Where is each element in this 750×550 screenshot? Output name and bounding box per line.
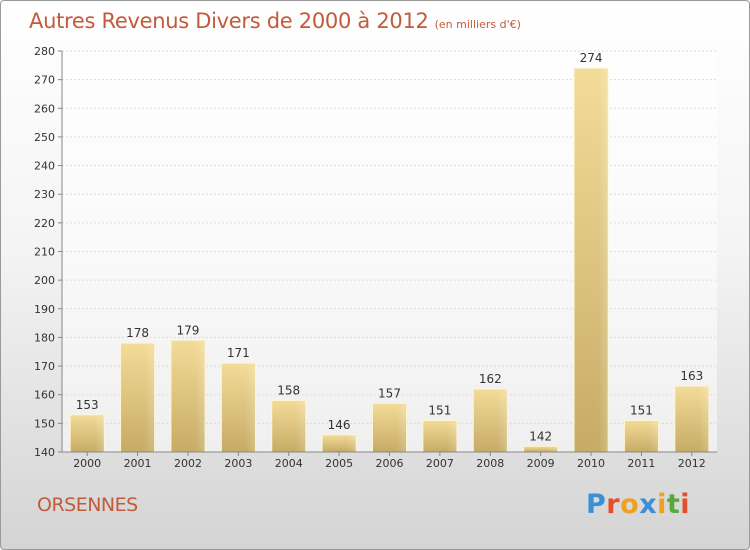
y-tick-label: 240 <box>34 160 55 173</box>
bar-highlight <box>94 415 104 452</box>
data-label: 162 <box>479 372 502 386</box>
y-tick-label: 140 <box>34 446 55 459</box>
x-axis-labels: 2000 2001 2002 2003 2004 2005 2006 2007 2008 2009… <box>73 452 706 470</box>
x-tick-label: 2005 <box>325 457 353 470</box>
x-tick-label: 2011 <box>627 457 655 470</box>
x-tick-label: 2004 <box>275 457 303 470</box>
x-tick-label: 2012 <box>678 457 706 470</box>
y-tick-label: 260 <box>34 102 55 115</box>
y-tick-label: 150 <box>34 417 55 430</box>
bar-highlight <box>446 421 456 452</box>
y-tick-label: 160 <box>34 389 55 402</box>
y-tick-label: 250 <box>34 131 55 144</box>
y-tick-label: 190 <box>34 303 55 316</box>
x-tick-label: 2003 <box>224 457 252 470</box>
y-tick-label: 220 <box>34 217 55 230</box>
title-text: Autres Revenus Divers de 2000 à 2012 <box>29 9 429 33</box>
bar-highlight <box>648 421 658 452</box>
data-label: 274 <box>580 51 603 65</box>
data-label: 178 <box>126 326 149 340</box>
logo-letter: r <box>606 489 621 520</box>
y-tick-label: 200 <box>34 274 55 287</box>
data-label: 171 <box>227 346 250 360</box>
bar-highlight <box>295 401 305 452</box>
y-tick-label: 280 <box>34 45 55 58</box>
bar-highlight <box>598 69 608 452</box>
x-tick-label: 2009 <box>527 457 555 470</box>
x-tick-label: 2001 <box>124 457 152 470</box>
x-tick-label: 2000 <box>73 457 101 470</box>
bar-highlight <box>346 435 356 452</box>
bar-highlight <box>144 344 154 452</box>
logo-letter: P <box>586 489 607 520</box>
bar-highlight <box>245 364 255 452</box>
proxiti-logo: Proxiti <box>586 489 690 520</box>
x-tick-label: 2006 <box>376 457 404 470</box>
logo-letter: i <box>657 489 667 520</box>
data-label: 163 <box>680 369 703 383</box>
bar-highlight <box>547 447 557 452</box>
bar-highlight <box>396 404 406 452</box>
x-tick-label: 2010 <box>577 457 605 470</box>
y-tick-label: 210 <box>34 246 55 259</box>
x-tick-label: 2008 <box>476 457 504 470</box>
data-label: 153 <box>76 398 99 412</box>
location-name: ORSENNES <box>37 494 138 516</box>
data-label: 158 <box>277 383 300 397</box>
y-tick-label: 230 <box>34 188 55 201</box>
data-label: 151 <box>630 403 653 417</box>
data-label: 146 <box>328 418 351 432</box>
data-label: 151 <box>428 403 451 417</box>
logo-letter: i <box>680 489 691 520</box>
x-tick-label: 2002 <box>174 457 202 470</box>
y-tick-label: 270 <box>34 74 55 87</box>
logo-letter: t <box>666 489 681 520</box>
bar-highlight <box>497 389 507 452</box>
data-label: 142 <box>529 429 552 443</box>
bars: 153 178 179 171 158 146 157 151 162 142 274 151 163 <box>69 51 710 453</box>
y-tick-label: 170 <box>34 360 55 373</box>
logo-letter: o <box>620 489 640 520</box>
data-label: 157 <box>378 386 401 400</box>
chart-subtitle: (en milliers d'€) <box>434 18 521 31</box>
logo-letter: x <box>639 489 658 520</box>
y-tick-label: 180 <box>34 331 55 344</box>
data-label: 179 <box>177 323 200 337</box>
y-axis-ticks: 140 150 160 170 180 190 200 210 220 230 240 250 260 2… <box>34 45 62 459</box>
bar-highlight <box>698 387 708 452</box>
chart-title: Autres Revenus Divers de 2000 à 2012 (en … <box>29 9 521 33</box>
x-tick-label: 2007 <box>426 457 454 470</box>
bar-highlight <box>194 341 204 452</box>
